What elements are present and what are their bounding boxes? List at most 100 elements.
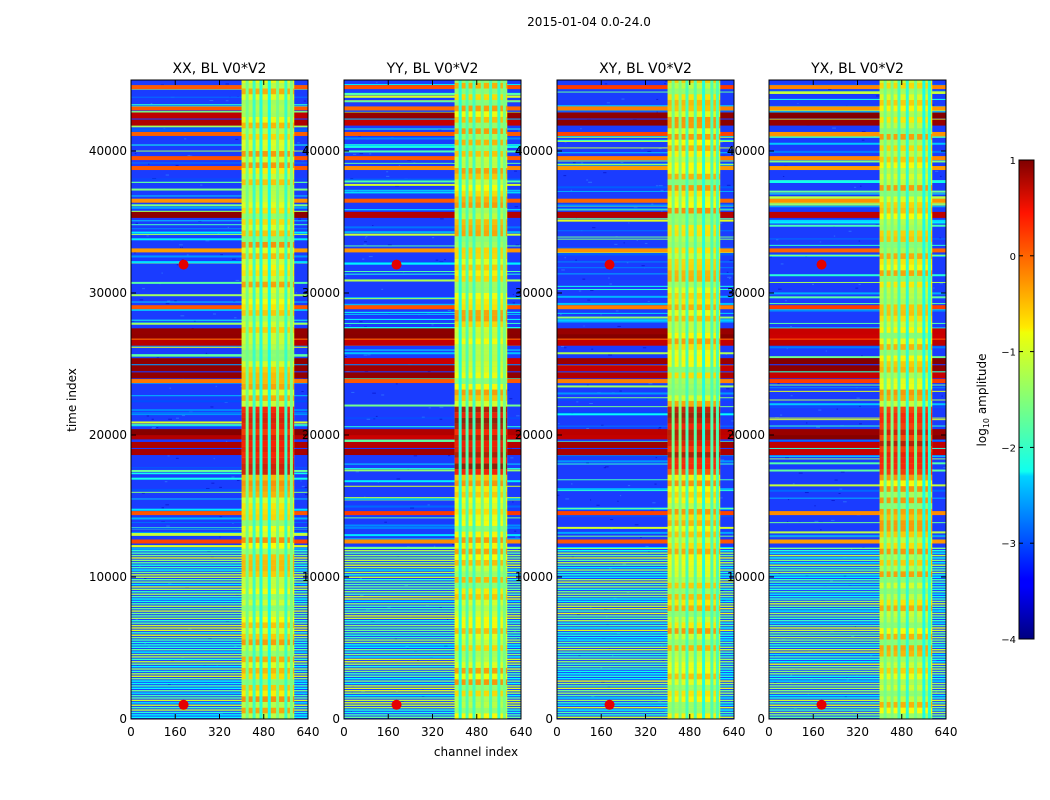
- noise-speck: [184, 138, 187, 140]
- low-time-stripe: [344, 641, 521, 644]
- x-axis-label: channel index: [434, 745, 518, 759]
- noise-speck: [858, 240, 861, 242]
- colorbar-tick-label: −1: [1001, 348, 1016, 359]
- noise-speck: [840, 471, 845, 473]
- noise-speck: [658, 148, 662, 150]
- noise-speck: [132, 320, 135, 322]
- flagged-line: [769, 166, 946, 171]
- time-line: [344, 311, 521, 313]
- time-line: [344, 150, 521, 153]
- noise-speck: [151, 428, 156, 430]
- noise-speck: [410, 507, 415, 509]
- noise-speck: [605, 466, 609, 468]
- noise-speck: [775, 239, 779, 241]
- noise-speck: [359, 153, 364, 155]
- time-line: [769, 180, 946, 182]
- low-time-stripe: [344, 658, 521, 661]
- time-line: [557, 385, 734, 388]
- noise-speck: [296, 584, 301, 586]
- noise-speck: [829, 580, 833, 582]
- noise-speck: [797, 102, 799, 104]
- low-time-stripe: [557, 574, 734, 576]
- flagged-line: [344, 248, 521, 253]
- time-line: [557, 253, 734, 256]
- time-line: [557, 392, 734, 395]
- bright-time-row: [131, 365, 308, 372]
- time-line: [344, 313, 521, 315]
- colorbar-label-suffix: amplitude: [975, 354, 989, 418]
- low-time-stripe: [557, 690, 734, 692]
- noise-speck: [580, 162, 584, 164]
- bright-time-row: [557, 433, 734, 440]
- time-line: [344, 469, 521, 472]
- flagged-line: [769, 539, 946, 544]
- low-time-stripe: [344, 603, 521, 605]
- noise-speck: [664, 711, 669, 713]
- flagged-line: [344, 85, 521, 90]
- flagged-line: [344, 511, 521, 516]
- rfi-spot: [178, 259, 189, 270]
- noise-speck: [932, 468, 934, 470]
- noise-speck: [514, 170, 518, 172]
- noise-speck: [648, 383, 653, 385]
- noise-speck: [609, 283, 612, 285]
- low-time-stripe: [769, 677, 946, 680]
- low-time-stripe: [131, 634, 308, 636]
- noise-speck: [364, 370, 369, 372]
- low-time-stripe: [557, 711, 734, 714]
- noise-speck: [219, 486, 222, 488]
- noise-speck: [304, 486, 308, 488]
- low-time-stripe: [131, 581, 308, 583]
- noise-speck: [205, 240, 210, 242]
- noise-speck: [346, 370, 350, 372]
- time-line: [557, 454, 734, 457]
- low-time-stripe: [557, 639, 734, 641]
- time-line: [769, 522, 946, 524]
- noise-speck: [219, 712, 223, 714]
- band-column: [702, 80, 706, 719]
- flagged-line: [769, 305, 946, 310]
- time-line: [131, 228, 308, 230]
- noise-speck: [590, 290, 594, 292]
- noise-speck: [507, 389, 510, 391]
- time-line: [344, 524, 521, 527]
- time-line: [557, 515, 734, 517]
- time-line: [769, 91, 946, 94]
- noise-speck: [406, 546, 410, 548]
- flagged-line: [344, 198, 521, 203]
- low-time-stripe: [769, 550, 946, 552]
- noise-speck: [198, 220, 202, 222]
- noise-speck: [769, 256, 772, 258]
- low-time-stripe: [769, 600, 946, 603]
- noise-speck: [181, 246, 184, 248]
- time-line: [344, 146, 521, 148]
- low-time-stripe: [769, 583, 946, 586]
- noise-speck: [381, 394, 385, 396]
- low-time-stripe: [557, 547, 734, 550]
- noise-speck: [180, 246, 182, 248]
- noise-speck: [719, 589, 724, 591]
- low-time-stripe: [557, 554, 734, 557]
- noise-speck: [586, 179, 589, 181]
- low-time-stripe: [131, 591, 308, 593]
- low-time-stripe: [557, 578, 734, 581]
- low-time-stripe: [557, 636, 734, 639]
- time-line: [344, 100, 521, 102]
- noise-speck: [193, 320, 196, 322]
- noise-speck: [592, 227, 596, 229]
- low-time-stripe: [557, 670, 734, 673]
- noise-speck: [850, 549, 853, 551]
- bright-time-row: [344, 211, 521, 218]
- time-line: [769, 292, 946, 295]
- x-tick-label: 320: [634, 725, 657, 739]
- noise-speck: [373, 418, 376, 420]
- time-line: [131, 469, 308, 472]
- time-line: [344, 538, 521, 540]
- time-line: [769, 150, 946, 153]
- noise-speck: [344, 355, 347, 357]
- noise-speck: [439, 261, 444, 263]
- band-column: [259, 80, 263, 719]
- noise-speck: [720, 497, 723, 499]
- low-time-stripe: [557, 644, 734, 646]
- noise-speck: [452, 162, 456, 164]
